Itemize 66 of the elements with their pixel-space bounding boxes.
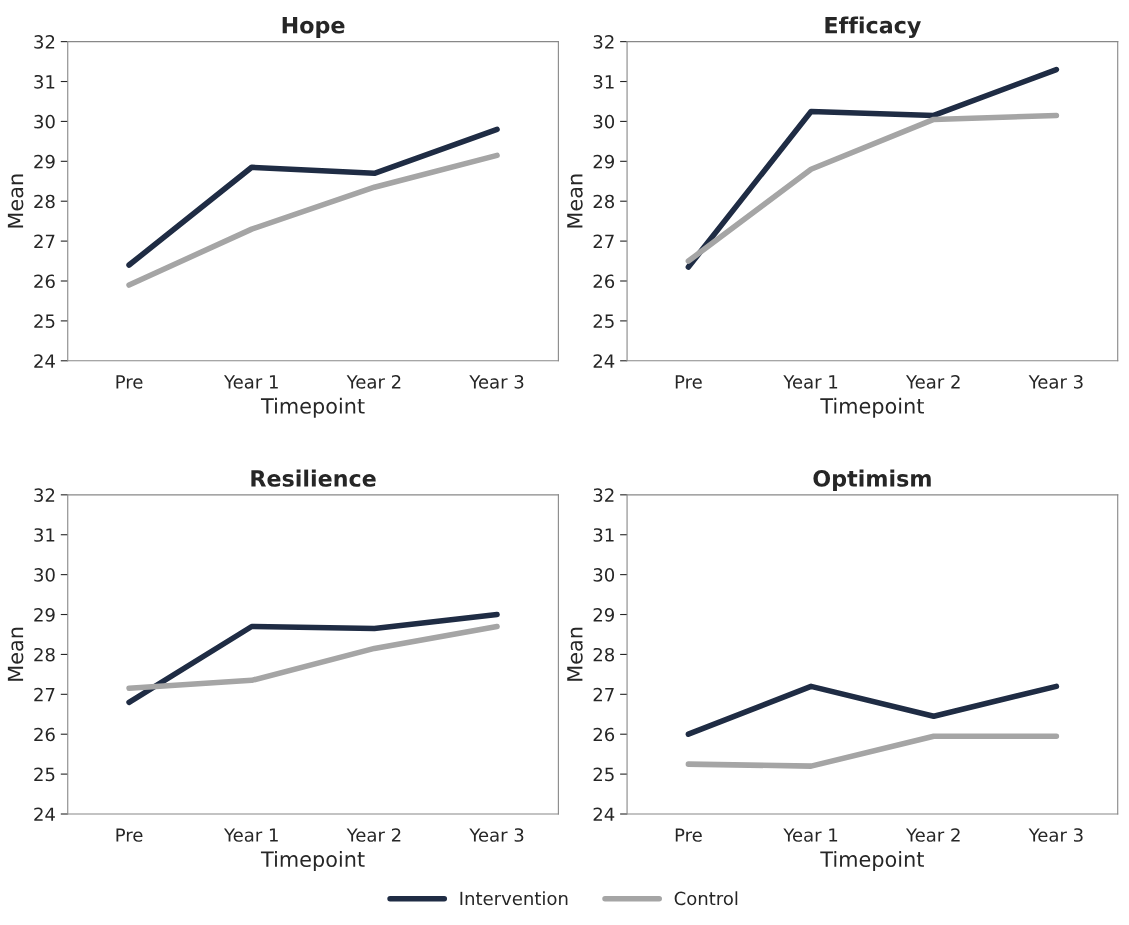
- y-tick-label: 30: [34, 114, 55, 129]
- y-tick-label: 32: [34, 35, 55, 49]
- y-axis-title: Mean: [7, 174, 24, 228]
- y-tick-label: 25: [593, 767, 614, 782]
- y-tick-label: 32: [593, 488, 614, 502]
- y-tick-label: 32: [34, 488, 55, 502]
- y-tick-label: 28: [34, 647, 55, 662]
- x-tick-label: Year 3: [1028, 375, 1083, 389]
- x-tick-label: Year 2: [905, 828, 960, 842]
- legend-label: Control: [674, 891, 738, 906]
- x-tick-label: Pre: [675, 375, 702, 389]
- x-tick-label: Year 1: [783, 828, 838, 842]
- x-tick-label: Year 3: [469, 375, 524, 389]
- x-tick-label: Year 3: [469, 828, 524, 842]
- y-tick-label: 31: [34, 528, 55, 542]
- y-tick-label: 29: [34, 154, 55, 169]
- x-axis-title: Timepoint: [260, 397, 365, 418]
- y-tick-label: 30: [593, 114, 615, 129]
- x-tick-label: Pre: [116, 828, 143, 842]
- x-tick-label: Year 2: [346, 375, 401, 389]
- chart-title: Hope: [282, 17, 345, 38]
- y-tick-label: 24: [593, 807, 615, 821]
- y-tick-label: 29: [593, 154, 614, 169]
- x-axis-title: Timepoint: [820, 397, 924, 418]
- y-tick-label: 27: [34, 687, 55, 702]
- y-tick-label: 24: [34, 807, 55, 821]
- x-tick-label: Year 2: [346, 828, 401, 842]
- y-tick-label: 29: [593, 607, 614, 622]
- y-tick-label: 31: [593, 74, 614, 89]
- y-tick-label: 27: [34, 234, 55, 248]
- x-tick-label: Pre: [116, 375, 143, 389]
- y-tick-label: 26: [593, 727, 615, 742]
- y-tick-label: 26: [593, 274, 615, 289]
- y-tick-label: 31: [34, 74, 55, 89]
- x-tick-label: Year 1: [223, 375, 278, 389]
- y-tick-label: 30: [34, 568, 55, 582]
- legend-label: Intervention: [460, 891, 568, 906]
- y-tick-label: 28: [593, 647, 615, 662]
- y-tick-label: 27: [593, 687, 614, 702]
- y-tick-label: 24: [593, 354, 615, 368]
- y-tick-label: 28: [593, 194, 615, 209]
- y-tick-label: 25: [34, 314, 55, 329]
- chart-title: Resilience: [251, 469, 376, 487]
- y-tick-label: 32: [593, 35, 614, 49]
- y-axis-title: Mean: [7, 627, 24, 681]
- x-tick-label: Year 1: [783, 375, 838, 389]
- x-axis-title: Timepoint: [820, 850, 924, 872]
- y-tick-label: 28: [34, 194, 55, 209]
- y-tick-label: 26: [34, 727, 55, 742]
- y-axis-title: Mean: [567, 174, 583, 228]
- x-tick-label: Year 1: [223, 828, 278, 842]
- y-tick-label: 30: [593, 568, 615, 582]
- y-tick-label: 26: [34, 274, 55, 289]
- x-axis-title: Timepoint: [260, 850, 365, 872]
- y-tick-label: 31: [593, 528, 614, 542]
- y-tick-label: 25: [593, 314, 614, 329]
- chart-title: Efficacy: [825, 16, 921, 39]
- y-axis-title: Mean: [567, 627, 583, 681]
- y-tick-label: 27: [593, 234, 614, 248]
- x-tick-label: Pre: [675, 828, 702, 842]
- x-tick-label: Year 3: [1028, 828, 1083, 842]
- y-tick-label: 29: [34, 607, 55, 622]
- y-tick-label: 25: [34, 767, 55, 782]
- y-tick-label: 24: [34, 354, 55, 368]
- x-tick-label: Year 2: [905, 375, 960, 389]
- chart-title: Optimism: [813, 469, 931, 492]
